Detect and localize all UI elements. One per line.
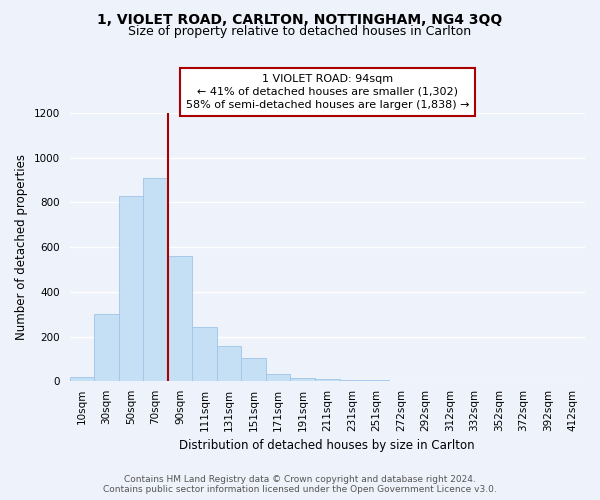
Bar <box>241 358 266 382</box>
Bar <box>290 378 315 382</box>
Bar <box>340 380 364 382</box>
Bar <box>389 380 413 382</box>
Y-axis label: Number of detached properties: Number of detached properties <box>15 154 28 340</box>
Bar <box>192 326 217 382</box>
Text: 1, VIOLET ROAD, CARLTON, NOTTINGHAM, NG4 3QQ: 1, VIOLET ROAD, CARLTON, NOTTINGHAM, NG4… <box>97 12 503 26</box>
X-axis label: Distribution of detached houses by size in Carlton: Distribution of detached houses by size … <box>179 440 475 452</box>
Bar <box>266 374 290 382</box>
Bar <box>217 346 241 382</box>
Text: Contains HM Land Registry data © Crown copyright and database right 2024.
Contai: Contains HM Land Registry data © Crown c… <box>103 474 497 494</box>
Bar <box>119 196 143 382</box>
Bar <box>168 256 192 382</box>
Bar <box>143 178 168 382</box>
Bar <box>364 380 389 382</box>
Text: 1 VIOLET ROAD: 94sqm
← 41% of detached houses are smaller (1,302)
58% of semi-de: 1 VIOLET ROAD: 94sqm ← 41% of detached h… <box>185 74 469 110</box>
Bar <box>315 378 340 382</box>
Bar <box>94 314 119 382</box>
Bar <box>70 377 94 382</box>
Text: Size of property relative to detached houses in Carlton: Size of property relative to detached ho… <box>128 25 472 38</box>
